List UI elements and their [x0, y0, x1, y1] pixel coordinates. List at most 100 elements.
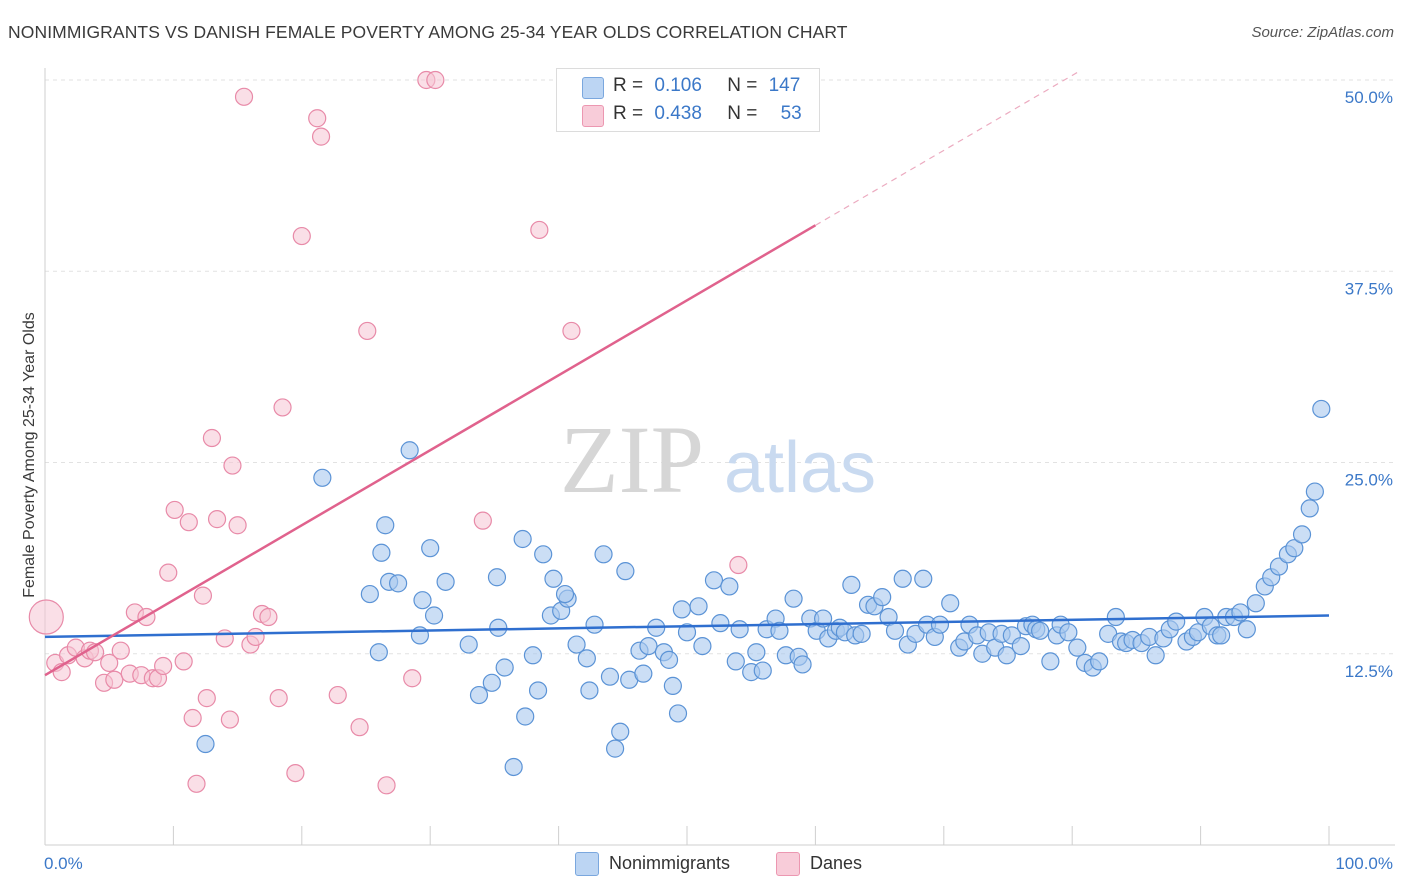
danes-point	[311, 127, 331, 146]
nonimmigrants-point	[372, 543, 391, 562]
danes-point	[530, 220, 549, 240]
nonimmigrants-point	[605, 739, 625, 758]
danes-point	[154, 656, 173, 676]
r-label: R =	[613, 75, 644, 96]
nonimmigrants-point	[704, 571, 724, 590]
nonimmigrants-point	[1167, 612, 1186, 631]
nonimmigrants-point	[1146, 646, 1165, 665]
danes-point	[197, 689, 216, 708]
nonimmigrants-point	[555, 584, 575, 604]
nonimmigrants-point	[842, 575, 861, 595]
nonimmigrants-point	[421, 539, 440, 558]
nonimmigrants-point	[711, 614, 730, 633]
nonimmigrants-swatch	[582, 77, 604, 99]
danes-point	[187, 774, 206, 793]
nonimmigrants-point	[730, 620, 749, 639]
danes-points	[28, 70, 748, 795]
nonimmigrants-point	[1212, 626, 1231, 645]
nonimmigrants-point	[1305, 482, 1324, 501]
danes-point	[292, 226, 311, 246]
nonimmigrants-point	[495, 658, 514, 677]
nonimmigrants-point	[1285, 539, 1304, 558]
danes-point	[403, 669, 422, 688]
nonimmigrants-point	[369, 643, 388, 662]
nonimmigrants-point	[436, 572, 455, 591]
watermark-zip: ZIP	[560, 406, 704, 513]
nonimmigrants-point	[873, 588, 892, 607]
danes-point	[377, 776, 396, 795]
nonimmigrants-point	[487, 568, 507, 587]
danes-point	[100, 653, 119, 673]
x-tick-label: 0.0%	[44, 854, 83, 873]
chart-title: NONIMMIGRANTS VS DANISH FEMALE POVERTY A…	[8, 22, 848, 42]
danes-point	[193, 586, 213, 605]
nonimmigrants-point	[469, 685, 489, 705]
nonimmigrants-point	[567, 635, 586, 654]
nonimmigrants-point	[504, 757, 523, 777]
danes-trend-line	[44, 224, 817, 677]
danes-point	[273, 398, 292, 417]
n-label: N =	[727, 75, 758, 96]
legend-danes: Danes	[776, 852, 862, 876]
stats-legend: R = 0.106 N = 147 R = 0.438 N = 53	[556, 68, 820, 132]
nonimmigrants-point	[634, 664, 653, 683]
danes-point	[223, 456, 242, 475]
nonimmigrants-point	[585, 615, 604, 634]
danes-point	[259, 607, 278, 627]
danes-point	[165, 500, 184, 520]
danes-point	[183, 708, 202, 728]
nonimmigrants-point	[668, 704, 688, 723]
nonimmigrants-legend-label: Nonimmigrants	[609, 852, 731, 873]
nonimmigrants-point	[1231, 603, 1250, 622]
danes-point	[111, 641, 130, 660]
danes-point	[426, 70, 445, 90]
y-tick-label: 25.0%	[1345, 471, 1393, 490]
nonimmigrants-point	[753, 661, 772, 680]
nonimmigrants-point	[528, 681, 548, 700]
nonimmigrants-point	[400, 441, 419, 460]
danes-point	[308, 109, 327, 128]
trend-lines	[44, 224, 1330, 677]
nonimmigrants-point	[196, 734, 215, 754]
r-value: 0.438	[654, 103, 702, 124]
nonimmigrants-point	[1312, 399, 1331, 419]
nonimmigrants-point	[997, 646, 1016, 665]
nonimmigrants-point	[1090, 652, 1109, 671]
nonimmigrants-point	[770, 621, 789, 640]
nonimmigrants-point	[639, 636, 658, 656]
danes-point	[328, 685, 347, 705]
danes-point	[729, 555, 748, 575]
nonimmigrants-point	[594, 545, 613, 564]
nonimmigrants-point	[513, 529, 532, 549]
x-tick-label: 100.0%	[1335, 854, 1393, 873]
y-tick-labels: 12.5% 25.0% 37.5% 50.0%	[1345, 88, 1393, 681]
x-tick-labels: 0.0% 100.0%	[44, 854, 1393, 873]
nonimmigrants-point	[1237, 620, 1256, 639]
legend-nonimmigrants: Nonimmigrants	[575, 852, 730, 876]
r-label: R =	[613, 103, 644, 124]
danes-point	[269, 689, 288, 708]
watermark: ZIP atlas	[560, 406, 876, 513]
danes-point	[215, 629, 234, 648]
danes-point	[207, 510, 227, 529]
nonimmigrants-point	[360, 584, 379, 604]
nonimmigrants-point	[893, 569, 912, 588]
nonimmigrants-point	[1300, 499, 1319, 518]
danes-point	[246, 627, 265, 647]
danes-point	[202, 428, 222, 448]
nonimmigrants-point	[489, 618, 508, 637]
nonimmigrants-point	[1059, 623, 1078, 642]
danes-point	[179, 513, 198, 532]
nonimmigrants-point	[852, 624, 871, 643]
nonimmigrants-point	[413, 591, 432, 610]
nonimmigrants-point	[914, 569, 933, 588]
nonimmigrants-point	[1106, 607, 1125, 627]
nonimmigrants-point	[672, 600, 691, 619]
nonimmigrants-point	[577, 649, 596, 668]
danes-trend-extension-line	[815, 71, 1078, 226]
n-value: 147	[768, 75, 801, 96]
nonimmigrants-point	[482, 673, 501, 692]
nonimmigrants-point	[616, 562, 635, 581]
danes-point	[234, 87, 254, 106]
y-tick-label: 50.0%	[1345, 88, 1393, 107]
